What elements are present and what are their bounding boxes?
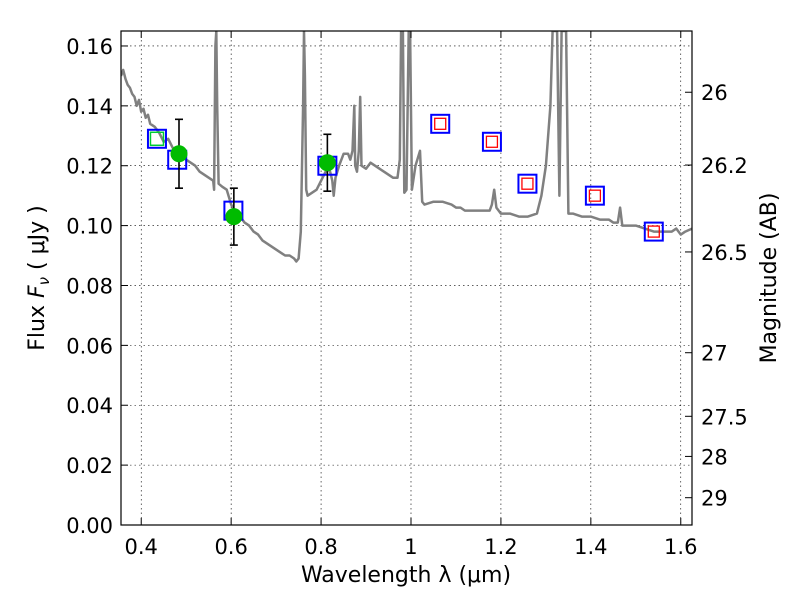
y2-tick-label: 26.5: [701, 241, 748, 265]
y2-tick-label: 27: [701, 342, 728, 366]
x-tick-label: 1.6: [664, 535, 697, 559]
y2-tick-label: 28: [701, 445, 728, 469]
y2-tick-label: 29: [701, 487, 728, 511]
model-photometry-square: [584, 185, 605, 206]
x-axis-title: Wavelength λ (μm): [301, 563, 511, 588]
y2-axis-title: Magnitude (AB): [757, 193, 782, 364]
model-photometry-square: [430, 113, 451, 134]
y-axis-title-prefix: Flux: [25, 298, 50, 351]
x-tick-label: 0.4: [125, 535, 158, 559]
observed-flux-point: [318, 154, 336, 172]
y-axis-title-var: F: [25, 285, 50, 298]
y-tick-label: 0.00: [66, 514, 113, 538]
y-tick-label: 0.16: [66, 35, 113, 59]
predicted-flux-square: [434, 117, 447, 130]
x-tick-label: 0.6: [214, 535, 247, 559]
predicted-flux-square: [588, 189, 602, 202]
y2-tick-label: 27.5: [701, 405, 748, 429]
model-photometry-square: [643, 221, 664, 242]
y-tick-label: 0.12: [66, 155, 113, 179]
model-spectrum-series: [121, 31, 692, 263]
observed-flux-square: [149, 131, 165, 147]
spectrum-line: [121, 31, 692, 263]
x-tick-label: 1.2: [484, 535, 517, 559]
x-tick-label: 1.4: [574, 535, 607, 559]
model-photometry-square: [146, 128, 167, 149]
y-tick-label: 0.14: [66, 95, 113, 119]
predicted-flux-square: [647, 225, 660, 238]
y-tick-label: 0.10: [66, 215, 113, 239]
x-tick-label: 1: [404, 535, 417, 559]
predicted-flux-square: [521, 177, 534, 190]
y-tick-label: 0.04: [66, 394, 113, 418]
x-tick-label: 0.8: [304, 535, 337, 559]
observed-flux-point: [170, 145, 188, 163]
y-axis-title-unit: ( μJy ): [25, 205, 50, 277]
plot-frame: [120, 30, 693, 526]
y2-tick-label: 26: [701, 81, 728, 105]
model-photometry-square: [517, 173, 538, 194]
photometry-markers: [146, 113, 664, 246]
observed-flux-point: [225, 208, 243, 226]
y-axis-title: Flux Fν ( μJy ): [25, 205, 53, 350]
y-tick-label: 0.06: [66, 334, 113, 358]
y2-tick-label: 26.2: [701, 154, 748, 178]
axis-ticks: 0.4 0.6 0.8 1 1.2 1.4 1.6 0.00 0.02 0.04 0.06 0.08 0…: [66, 31, 748, 559]
model-photometry-square: [481, 131, 502, 152]
predicted-flux-square: [485, 135, 499, 148]
y-tick-label: 0.02: [66, 454, 113, 478]
y-tick-label: 0.08: [66, 274, 113, 298]
y-axis-title-sub: ν: [35, 277, 53, 285]
